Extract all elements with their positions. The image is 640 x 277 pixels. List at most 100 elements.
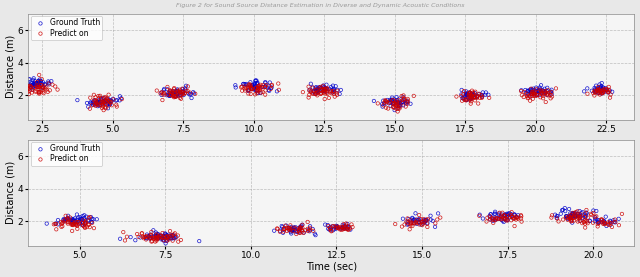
Ground Truth (35, 84, 45, 88)
Point (319, 86, 329, 91)
Point (166, 89, 177, 93)
Point (318, 84, 328, 88)
Predict on (34, 91, 44, 96)
Point (511, 215, 522, 219)
Point (502, 214, 513, 218)
Point (147, 239, 157, 244)
Point (256, 86, 266, 90)
Predict on (22, 84, 32, 89)
Point (414, 220, 424, 224)
Point (390, 99, 401, 104)
Point (298, 231, 308, 235)
Point (312, 90, 323, 95)
Point (250, 86, 260, 91)
Point (461, 98, 472, 102)
Point (248, 87, 258, 91)
Point (326, 91, 337, 96)
Point (509, 212, 520, 217)
Point (598, 220, 609, 224)
Point (151, 232, 161, 236)
Point (386, 98, 396, 102)
Point (413, 218, 424, 222)
Point (396, 103, 406, 107)
Point (329, 227, 339, 232)
Point (598, 91, 608, 95)
Point (543, 88, 553, 93)
Point (167, 91, 177, 96)
Point (602, 88, 612, 92)
Point (161, 241, 171, 246)
Point (72, 98, 83, 102)
Ground Truth (58, 217, 68, 221)
Point (101, 99, 111, 103)
Point (335, 227, 345, 232)
Point (463, 96, 474, 101)
Point (490, 211, 500, 216)
Point (299, 230, 309, 235)
Point (93, 104, 103, 108)
Point (607, 225, 617, 229)
Point (614, 223, 624, 227)
Point (250, 85, 260, 89)
Ground Truth (20, 82, 30, 87)
Point (417, 220, 428, 224)
Point (97, 97, 108, 102)
Predict on (23, 89, 33, 94)
Point (600, 86, 611, 90)
Point (467, 96, 477, 100)
Point (417, 223, 428, 227)
Point (177, 89, 188, 94)
Point (392, 102, 403, 106)
Point (330, 224, 340, 229)
Point (403, 216, 413, 221)
Predict on (58, 220, 68, 225)
Ground Truth (28, 82, 38, 86)
Point (277, 225, 287, 229)
Point (462, 92, 472, 96)
Point (168, 92, 179, 96)
Point (512, 215, 522, 219)
Point (484, 214, 495, 218)
Point (597, 87, 607, 91)
Point (522, 94, 532, 98)
Point (253, 86, 264, 90)
Point (604, 85, 614, 89)
Point (157, 235, 167, 240)
Point (98, 104, 108, 109)
Point (90, 102, 100, 107)
Point (602, 88, 612, 92)
Point (392, 109, 403, 114)
Ground Truth (77, 223, 87, 227)
Point (145, 235, 155, 240)
Point (588, 91, 598, 95)
Point (534, 85, 545, 90)
Point (598, 88, 608, 92)
Point (538, 94, 548, 98)
Point (236, 85, 246, 89)
Point (502, 218, 513, 222)
Point (305, 228, 315, 232)
Point (100, 100, 111, 104)
Point (92, 102, 102, 107)
Point (84, 106, 95, 111)
Point (477, 90, 488, 95)
Predict on (52, 87, 63, 92)
Point (148, 236, 159, 240)
Point (252, 80, 262, 85)
Point (178, 90, 188, 94)
Predict on (84, 215, 95, 219)
Point (605, 222, 616, 227)
Point (551, 86, 561, 91)
Point (122, 235, 132, 239)
Ground Truth (79, 217, 90, 222)
Point (568, 216, 579, 220)
Point (91, 100, 101, 104)
Point (428, 219, 438, 223)
Point (581, 208, 591, 212)
Point (594, 87, 604, 92)
Ground Truth (87, 220, 97, 225)
Point (134, 235, 144, 239)
Point (157, 234, 167, 238)
Point (255, 87, 265, 92)
Point (294, 227, 305, 231)
